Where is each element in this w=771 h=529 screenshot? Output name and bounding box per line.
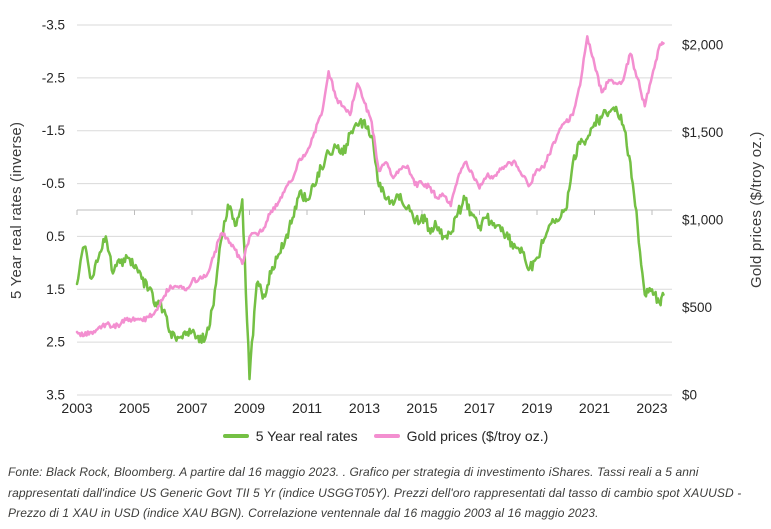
gridlines (77, 24, 672, 396)
x-axis-tick-label: 2021 (579, 400, 610, 416)
left-axis-tick-label: -3.5 (42, 18, 65, 33)
rates-line (75, 105, 665, 381)
plot-area: -3.5 -2.5 -1.5 -0.5 0.5 1.5 2.5 3.5 $0 $500 $1,00… (42, 18, 724, 417)
legend-swatch-rates-icon (222, 434, 249, 438)
right-axis-tick-label: $500 (682, 300, 712, 315)
chart-legend: 5 Year real rates Gold prices ($/troy oz… (0, 428, 771, 444)
left-axis-tick-label: 0.5 (46, 229, 65, 244)
x-axis-tick-label: 2009 (234, 400, 265, 416)
left-axis-tick-label: -0.5 (42, 176, 65, 191)
right-axis-tick-label: $0 (682, 388, 697, 403)
legend-label-rates: 5 Year real rates (255, 428, 358, 444)
zero-axis-line (76, 209, 672, 215)
left-axis-tick-label: -1.5 (42, 123, 65, 138)
x-axis-tick-label: 2023 (636, 400, 667, 416)
left-axis-tick-label: -2.5 (42, 70, 65, 85)
source-footnote: Fonte: Black Rock, Bloomberg. A partire … (8, 465, 742, 520)
right-axis-title: Gold prices ($/troy oz.) (748, 131, 765, 289)
left-axis-tick-labels: -3.5 -2.5 -1.5 -0.5 0.5 1.5 2.5 3.5 (42, 18, 65, 403)
right-axis-tick-label: $1,000 (682, 213, 723, 228)
x-axis-tick-label: 2015 (406, 400, 437, 416)
right-axis-tick-labels: $0 $500 $1,000 $1,500 $2,000 (682, 38, 723, 403)
legend-item-gold: Gold prices ($/troy oz.) (373, 428, 549, 444)
x-axis-tick-label: 2013 (349, 400, 380, 416)
legend-item-rates: 5 Year real rates (222, 428, 358, 444)
legend-label-gold: Gold prices ($/troy oz.) (406, 428, 549, 444)
chart-figure: -3.5 -2.5 -1.5 -0.5 0.5 1.5 2.5 3.5 $0 $500 $1,00… (0, 18, 771, 445)
x-axis-tick-label: 2017 (464, 400, 495, 416)
left-axis-tick-label: 1.5 (46, 282, 65, 297)
data-series (75, 35, 665, 381)
left-axis-title: 5 Year real rates (inverse) (8, 121, 25, 299)
x-axis-tick-label: 2011 (292, 400, 322, 416)
x-axis-tick-label: 2005 (119, 400, 150, 416)
x-axis-tick-labels: 2003 2005 2007 2009 2011 2013 2015 2017 2019 2021… (61, 400, 667, 416)
left-axis-tick-label: 3.5 (46, 388, 65, 403)
legend-swatch-gold-icon (373, 434, 400, 438)
x-axis-tick-label: 2019 (521, 400, 552, 416)
x-axis-tick-label: 2003 (61, 400, 92, 416)
right-axis-tick-label: $2,000 (682, 38, 723, 53)
x-axis-tick-label: 2007 (176, 400, 207, 416)
left-axis-tick-label: 2.5 (46, 335, 65, 350)
gold-line (75, 35, 665, 338)
right-axis-tick-label: $1,500 (682, 125, 723, 140)
